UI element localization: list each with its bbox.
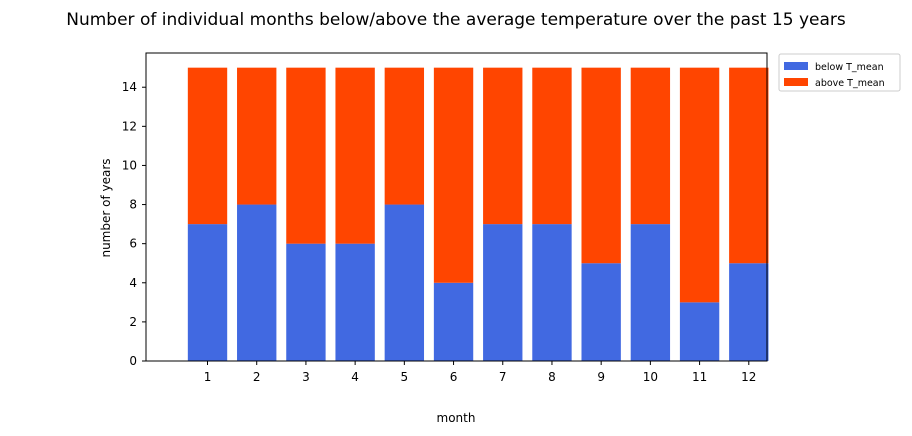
bar-below-month-9 [581,263,621,361]
plot-frame [145,52,768,362]
bar-above-month-6 [433,67,474,283]
x-tick-label: 6 [450,370,458,384]
bar-below-month-4 [335,243,375,361]
x-tick-label: 5 [401,370,409,384]
x-tick-label: 12 [741,370,756,384]
y-tick-label: 8 [129,198,137,212]
y-tick-label: 0 [129,354,137,368]
bar-below-month-11 [679,302,720,361]
bar-below-month-6 [433,282,474,361]
x-tick-label: 7 [499,370,507,384]
chart-title: Number of individual months below/above … [66,10,846,30]
bars-layer [187,67,769,361]
bar-below-month-8 [532,224,572,361]
bar-below-month-1 [187,224,228,361]
legend-label-above: above T_mean [815,78,885,89]
x-tick-label: 2 [253,370,261,384]
x-tick-label: 11 [692,370,707,384]
bar-below-month-5 [384,204,425,361]
bar-above-month-5 [384,67,425,205]
bar-above-month-10 [630,67,671,225]
bar-above-month-11 [679,67,720,303]
bar-above-month-12 [729,67,769,264]
bar-below-month-2 [237,204,277,361]
legend-box [778,53,901,92]
bar-below-month-7 [483,224,523,361]
legend-swatch-below [784,62,808,70]
bar-above-month-3 [286,67,326,244]
x-tick-label: 4 [351,370,359,384]
bar-above-month-4 [335,67,375,244]
bar-below-month-10 [630,224,671,361]
bar-below-month-3 [286,243,326,361]
bar-above-month-7 [483,67,523,225]
x-tick-label: 1 [204,370,212,384]
bar-below-month-12 [729,263,769,361]
y-tick-label: 10 [122,158,137,172]
x-axis: 1 2 3 4 5 6 7 8 9 10 11 12 [204,361,756,384]
y-tick-label: 14 [122,80,137,94]
y-axis: 0 2 4 6 8 10 12 14 [122,80,146,368]
y-tick-label: 4 [129,276,137,290]
x-tick-label: 8 [548,370,556,384]
x-tick-label: 9 [597,370,605,384]
y-tick-label: 6 [129,237,137,251]
x-tick-label: 3 [302,370,310,384]
bar-above-month-9 [581,67,621,264]
x-tick-label: 10 [643,370,658,384]
y-axis-label: number of years [99,158,113,257]
bar-above-month-8 [532,67,572,225]
legend-swatch-above [784,78,808,86]
bar-above-month-2 [237,67,277,205]
y-tick-label: 2 [129,315,137,329]
bar-above-month-1 [187,67,228,225]
legend-label-below: below T_mean [815,62,884,73]
x-axis-label: month [437,411,476,425]
y-tick-label: 12 [122,119,137,133]
